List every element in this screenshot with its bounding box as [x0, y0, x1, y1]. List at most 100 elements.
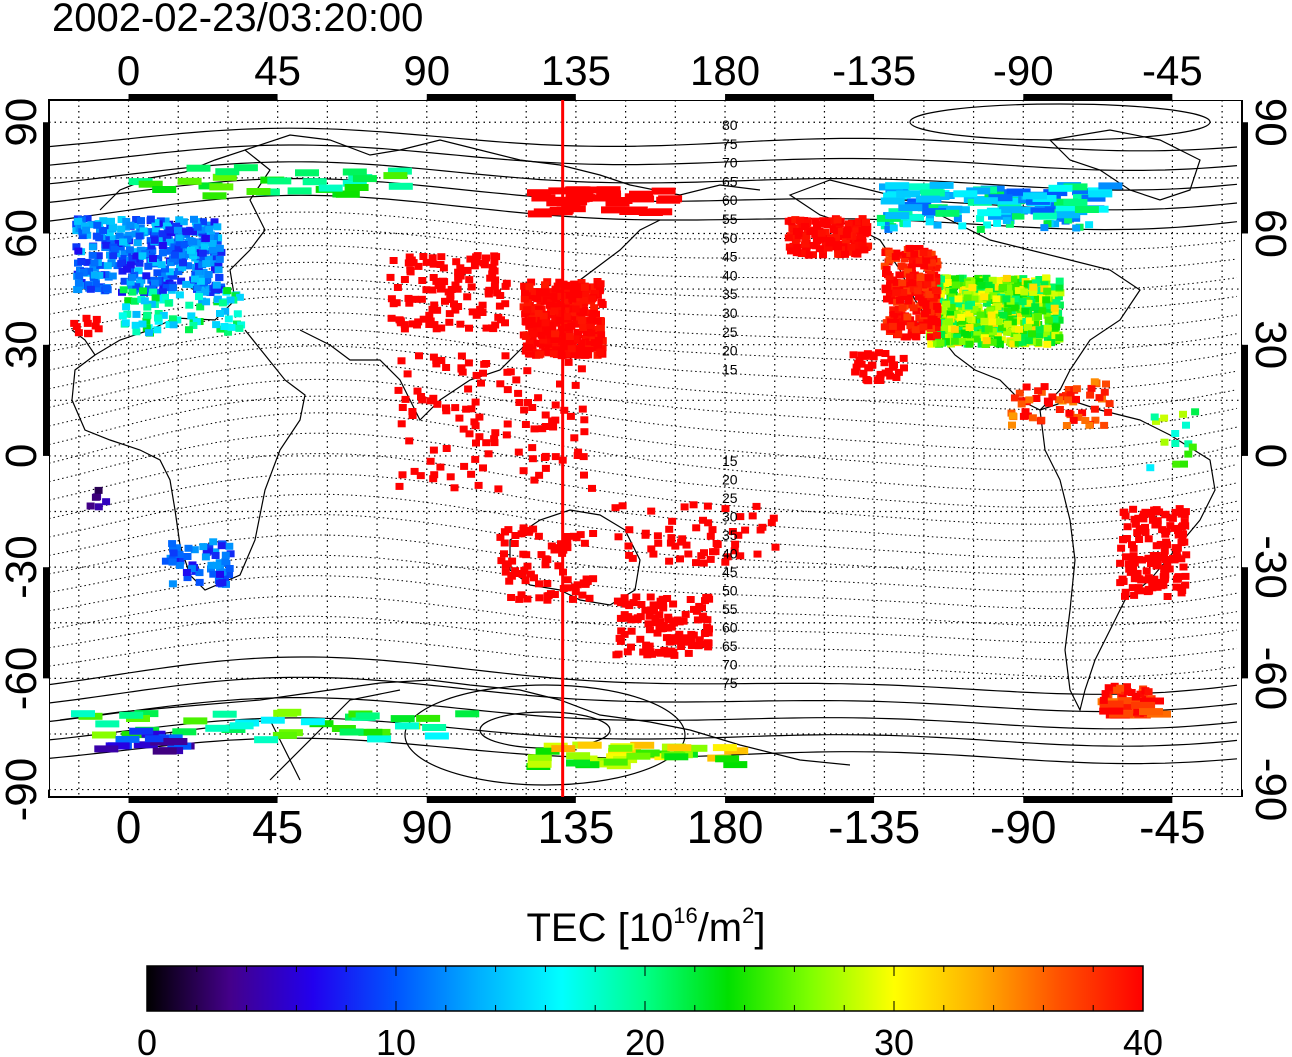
- colorbar-title-exponent-1: 16: [673, 902, 698, 928]
- tec-cell: [1050, 315, 1059, 323]
- contour-label-north: 65: [722, 173, 738, 189]
- tec-cell: [429, 353, 438, 361]
- tec-cell: [136, 246, 145, 254]
- tec-cell: [630, 741, 655, 749]
- tec-cell: [127, 282, 135, 290]
- tec-cell: [555, 316, 564, 324]
- tec-cell: [153, 326, 162, 334]
- tec-cell: [648, 650, 657, 658]
- contour-label-north: 60: [722, 192, 738, 208]
- tec-cell: [403, 370, 412, 378]
- tec-cell: [1036, 302, 1045, 310]
- tec-cell: [212, 173, 237, 181]
- tec-cell: [466, 255, 475, 263]
- tec-cell: [682, 541, 691, 549]
- tec-cell: [398, 471, 407, 479]
- tec-cell: [963, 290, 972, 298]
- tec-cell: [133, 239, 142, 247]
- tec-cell: [568, 295, 577, 303]
- tec-cell: [1087, 384, 1096, 392]
- tec-cell: [527, 189, 551, 197]
- tec-cell: [1153, 558, 1162, 566]
- tec-cell: [907, 263, 916, 271]
- tec-cell: [212, 710, 237, 718]
- tec-cell: [397, 357, 406, 365]
- right-lat-label: -30: [1246, 535, 1292, 599]
- tec-cell: [706, 555, 715, 563]
- tec-cell: [550, 307, 559, 315]
- tec-cell: [1042, 274, 1051, 282]
- frame-bar-top: [277, 94, 427, 100]
- tec-cell: [199, 218, 207, 226]
- tec-cell: [946, 310, 955, 318]
- magnetic-contour: [49, 127, 1238, 152]
- tec-cell: [589, 575, 598, 583]
- tec-cell: [910, 250, 919, 258]
- tec-cell: [454, 303, 463, 310]
- tec-cell: [623, 206, 648, 214]
- tec-cell: [144, 735, 169, 743]
- tec-cell: [410, 467, 419, 475]
- tec-cell: [817, 229, 826, 237]
- tec-cell: [563, 544, 572, 552]
- tec-cell: [74, 247, 83, 255]
- tec-cell: [627, 643, 635, 651]
- tec-cell: [472, 371, 481, 379]
- contour-label-north: 30: [722, 305, 738, 321]
- tec-cell: [175, 291, 184, 299]
- tec-cell: [226, 296, 235, 304]
- tec-cell: [132, 328, 141, 336]
- tec-cell: [1004, 284, 1013, 292]
- tec-cell: [596, 324, 605, 332]
- tec-cell: [102, 498, 111, 506]
- tec-cell: [571, 588, 580, 596]
- tec-cell: [565, 195, 590, 203]
- tec-cell: [128, 256, 137, 263]
- tec-cell: [491, 429, 500, 437]
- top-lon-label: 0: [117, 47, 140, 94]
- coastline-australia: [509, 509, 641, 606]
- tec-cell: [196, 277, 205, 285]
- tec-cell: [792, 249, 801, 257]
- tec-cell: [453, 285, 462, 293]
- tec-cell: [118, 267, 127, 275]
- tec-cell: [1136, 690, 1145, 698]
- magnetic-contour: [49, 453, 1238, 525]
- tec-cell: [429, 394, 438, 402]
- tec-cell: [433, 400, 442, 408]
- tec-cell: [1005, 290, 1014, 298]
- tec-cell: [581, 579, 589, 587]
- tec-cell: [866, 351, 875, 359]
- tec-cell: [151, 219, 160, 227]
- tec-cell: [414, 262, 423, 270]
- tec-cell: [71, 710, 95, 718]
- tec-cell: [1131, 693, 1140, 701]
- tec-cell: [218, 579, 227, 587]
- tec-cell: [521, 318, 530, 325]
- tec-cell: [1015, 317, 1024, 325]
- tec-cell: [132, 283, 141, 291]
- magnetic-contour: [49, 656, 1238, 695]
- tec-cell: [851, 368, 860, 376]
- tec-cell: [551, 401, 560, 409]
- tec-cell: [161, 272, 170, 280]
- tec-cell: [1160, 438, 1169, 446]
- tec-cell: [1025, 396, 1034, 404]
- tec-cell: [551, 315, 560, 323]
- tec-cell: [501, 300, 510, 308]
- tec-cell: [496, 380, 505, 388]
- tec-cell: [217, 542, 226, 550]
- tec-cell: [585, 594, 594, 602]
- tec-cell: [928, 259, 937, 267]
- contour-label-south: 45: [722, 564, 738, 580]
- tec-cell: [982, 299, 991, 307]
- tec-cell: [503, 386, 512, 394]
- tec-cell: [579, 324, 588, 331]
- tec-cell: [834, 245, 842, 253]
- tec-cell: [706, 532, 715, 540]
- tec-cell: [527, 278, 536, 286]
- tec-cell: [796, 217, 804, 225]
- tec-cell: [683, 744, 708, 752]
- tec-cell: [178, 263, 187, 271]
- tec-cell: [687, 630, 696, 638]
